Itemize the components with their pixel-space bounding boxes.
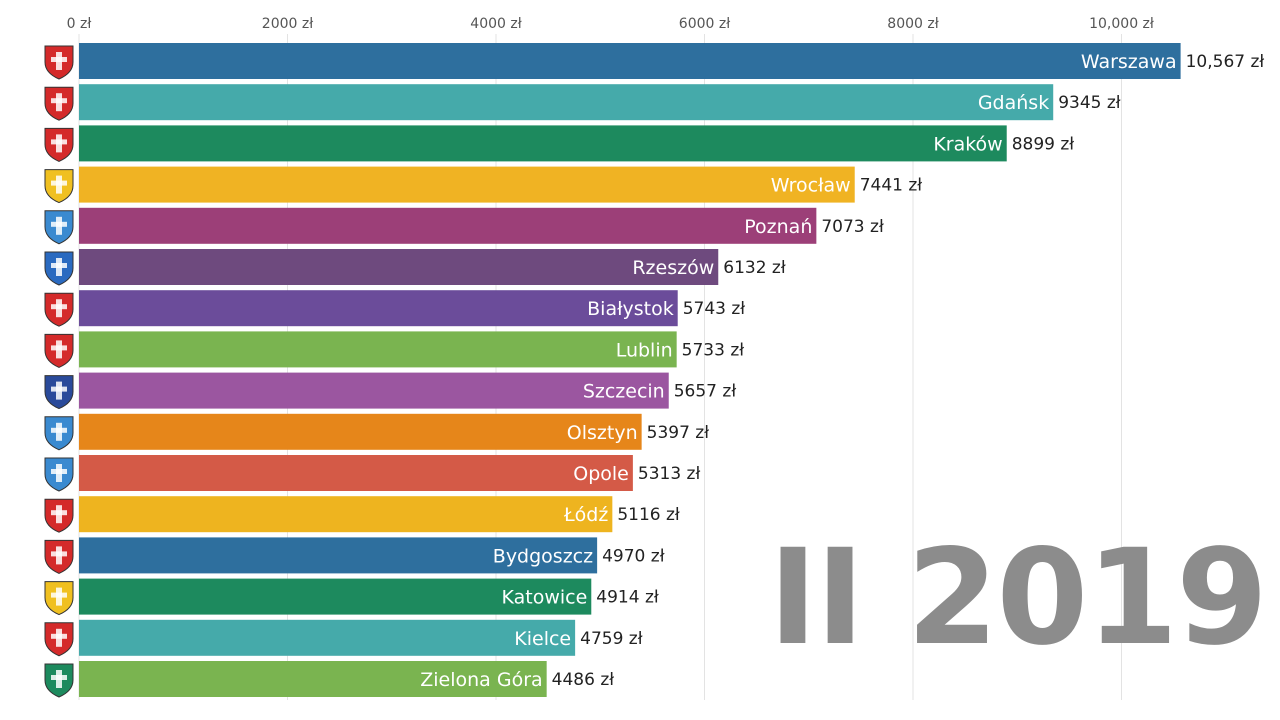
bar[interactable]: [79, 125, 1007, 162]
bar[interactable]: [79, 661, 547, 697]
bar-category-label: Białystok: [587, 298, 674, 320]
katowice-crest-icon: [44, 581, 74, 616]
lublin-crest-icon: [44, 333, 74, 368]
szczecin-crest-icon: [44, 375, 74, 410]
crest-detail: [51, 263, 67, 268]
bar[interactable]: [79, 43, 1181, 79]
bydgoszcz-crest-icon: [44, 539, 74, 574]
zielona-gora-crest-icon: [44, 663, 74, 698]
bar[interactable]: [79, 619, 576, 656]
crest-detail: [51, 592, 67, 598]
bar-value-label: 4970 zł: [602, 546, 665, 566]
bar-category-label: Wrocław: [771, 175, 851, 197]
bar[interactable]: [79, 455, 633, 491]
bar-category-label: Lublin: [616, 339, 673, 361]
bar-category-label: Olsztyn: [567, 422, 638, 444]
bar-category-label: Warszawa: [1081, 51, 1177, 73]
bar[interactable]: [79, 372, 669, 409]
bar-value-label: 8899 zł: [1012, 134, 1075, 154]
bar-category-label: Kielce: [514, 628, 571, 650]
bar-value-label: 7073 zł: [821, 217, 884, 237]
crest-detail: [51, 98, 67, 104]
x-tick-label: 4000 zł: [470, 16, 521, 32]
gdansk-crest-icon: [44, 86, 74, 121]
x-tick-label: 2000 zł: [262, 16, 313, 32]
bar-category-label: Rzeszów: [632, 257, 714, 279]
bar[interactable]: [79, 578, 592, 615]
x-tick-label: 10,000 zł: [1089, 16, 1154, 32]
bar[interactable]: [79, 537, 598, 574]
olsztyn-crest-icon: [44, 416, 74, 451]
bar[interactable]: [79, 249, 719, 285]
crest-detail: [51, 633, 67, 639]
opole-crest-icon: [44, 457, 74, 492]
bar[interactable]: [79, 207, 817, 244]
bar[interactable]: [79, 290, 678, 327]
bar[interactable]: [79, 84, 1054, 121]
bar-value-label: 4759 zł: [580, 629, 643, 649]
wroclaw-crest-icon: [44, 169, 74, 204]
bar-category-label: Kraków: [933, 133, 1002, 155]
bar-value-label: 4914 zł: [596, 588, 659, 608]
bar-value-label: 6132 zł: [723, 258, 786, 278]
x-tick-label: 8000 zł: [887, 16, 938, 32]
bar-value-label: 5743 zł: [683, 299, 746, 319]
bar-category-label: Opole: [573, 463, 629, 485]
crest-detail: [51, 180, 67, 186]
bar[interactable]: [79, 331, 677, 368]
crest-detail: [51, 345, 67, 351]
bar-value-label: 5657 zł: [674, 382, 737, 402]
crest-detail: [51, 675, 67, 680]
crest-detail: [51, 469, 67, 474]
x-tick-label: 0 zł: [67, 16, 92, 32]
bar[interactable]: [79, 166, 855, 203]
crest-detail: [51, 427, 67, 433]
bar-value-label: 5733 zł: [682, 340, 745, 360]
bar-category-label: Łódź: [563, 504, 608, 526]
lodz-crest-icon: [44, 498, 74, 533]
bar-value-label: 5313 zł: [638, 464, 701, 484]
crest-detail: [51, 139, 67, 145]
bar-value-label: 5116 zł: [617, 505, 680, 525]
bar-value-label: 4486 zł: [552, 670, 615, 690]
bar[interactable]: [79, 496, 613, 533]
crest-detail: [51, 57, 67, 62]
kielce-crest-icon: [44, 622, 74, 657]
bar-value-label: 7441 zł: [860, 176, 923, 196]
bar[interactable]: [79, 413, 642, 450]
crest-detail: [51, 510, 67, 516]
period-label: II 2019: [768, 521, 1268, 675]
x-tick-label: 6000 zł: [679, 16, 730, 32]
bar-category-label: Poznań: [744, 216, 812, 238]
bar-category-label: Katowice: [501, 587, 587, 609]
poznan-crest-icon: [44, 210, 74, 245]
bialystok-crest-icon: [44, 292, 74, 327]
rzeszow-crest-icon: [44, 251, 74, 286]
crest-detail: [51, 304, 67, 310]
bar-value-label: 5397 zł: [647, 423, 710, 443]
krakow-crest-icon: [44, 127, 74, 162]
crest-detail: [51, 386, 67, 392]
bar-category-label: Zielona Góra: [420, 669, 542, 691]
crest-detail: [51, 221, 67, 227]
bar-category-label: Szczecin: [583, 381, 665, 403]
bar-category-label: Gdańsk: [978, 92, 1049, 114]
warszawa-crest-icon: [44, 45, 74, 80]
bar-value-label: 10,567 zł: [1186, 52, 1265, 72]
bar-value-label: 9345 zł: [1058, 93, 1121, 113]
crest-detail: [51, 551, 67, 557]
bar-category-label: Bydgoszcz: [493, 545, 593, 567]
